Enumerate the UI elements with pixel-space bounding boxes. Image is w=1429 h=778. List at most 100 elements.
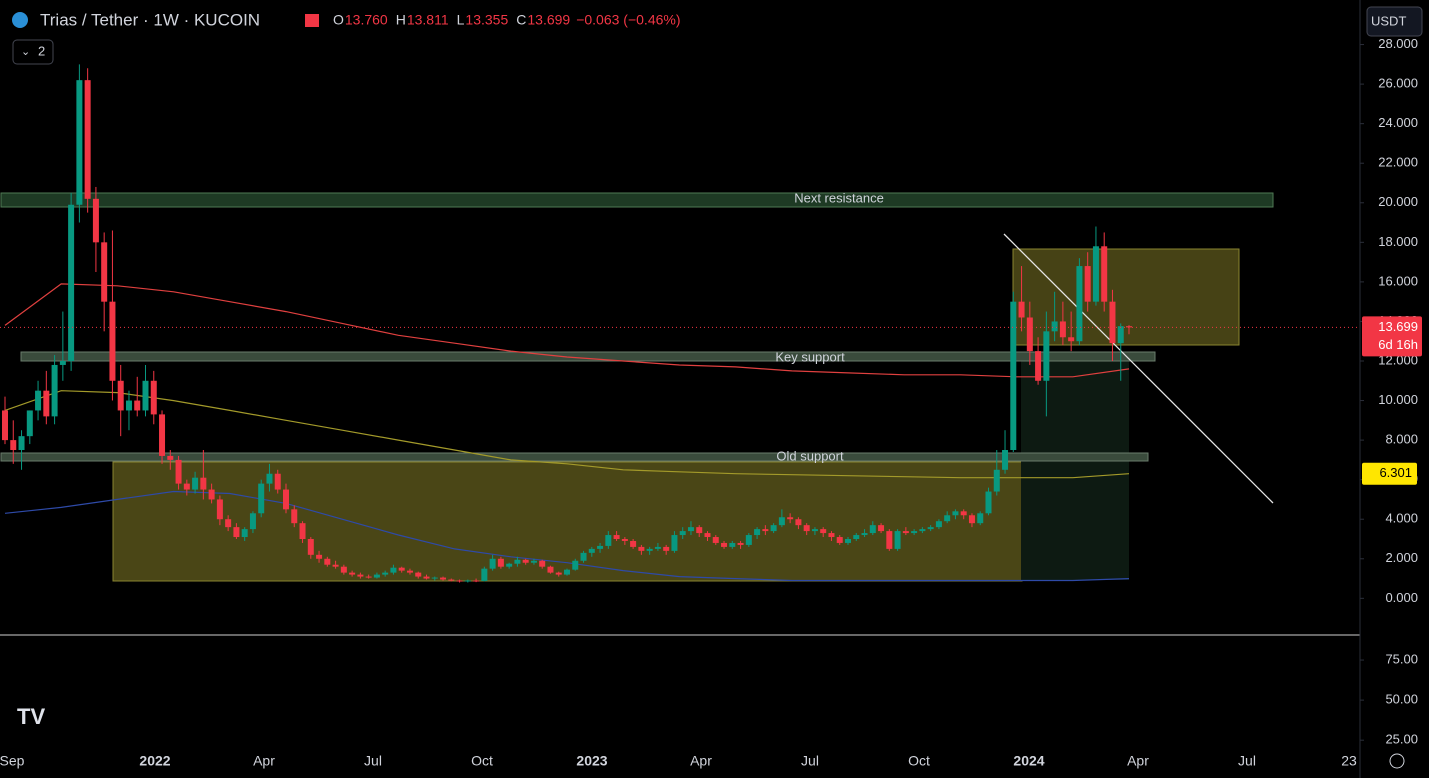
collapse-button[interactable] bbox=[12, 39, 54, 65]
settings-icon[interactable] bbox=[1389, 753, 1405, 769]
indicator-count[interactable]: 2 bbox=[38, 43, 45, 58]
candle-body bbox=[167, 455, 174, 460]
ma-label-box bbox=[1362, 462, 1417, 485]
candle-body bbox=[192, 477, 199, 490]
candle-body bbox=[572, 560, 579, 570]
candle-body bbox=[481, 568, 488, 581]
candle-body bbox=[283, 489, 289, 510]
candle-body bbox=[580, 552, 587, 561]
candle-body bbox=[2, 410, 8, 441]
symbol: Trias / Tether · 1W · KUCOIN bbox=[40, 10, 260, 29]
candle-body bbox=[1051, 321, 1058, 332]
candle-body bbox=[952, 511, 959, 516]
zone-box bbox=[112, 461, 1023, 582]
candle-body bbox=[836, 537, 843, 543]
annotation: Key support bbox=[775, 349, 845, 364]
candle-body bbox=[159, 414, 166, 456]
candle-body bbox=[1076, 266, 1083, 342]
candle-body bbox=[506, 563, 513, 567]
candle-body bbox=[200, 477, 207, 490]
candle-body bbox=[911, 531, 918, 534]
candle-body bbox=[679, 531, 686, 536]
y-tick-label: 16.000 bbox=[1378, 273, 1418, 288]
candle-body bbox=[423, 576, 430, 579]
candle-body bbox=[845, 539, 851, 543]
candle-body bbox=[787, 517, 794, 520]
candle-body bbox=[853, 535, 860, 539]
plot-area bbox=[0, 64, 1274, 583]
candle-body bbox=[687, 527, 694, 532]
candle-body bbox=[51, 364, 58, 417]
currency[interactable]: USDT bbox=[1371, 13, 1406, 28]
change: −0.063 (−0.46%) bbox=[576, 12, 680, 28]
x-tick-label: Oct bbox=[471, 753, 493, 769]
y-tick-label: 8.000 bbox=[1385, 432, 1418, 447]
candle-body bbox=[249, 513, 256, 530]
price-label: 13.699 bbox=[1378, 319, 1418, 334]
candle-body bbox=[406, 570, 413, 573]
ohlc: O 13.760 H 13.811 L 13.355 C 13.699 −0.063 (−0.4… bbox=[333, 12, 681, 28]
candle-body bbox=[530, 560, 537, 563]
candle-body bbox=[274, 473, 281, 490]
candle-body bbox=[1026, 317, 1033, 352]
candle-body bbox=[745, 535, 752, 545]
candle-body bbox=[1035, 351, 1042, 381]
candle-body bbox=[935, 521, 942, 528]
ohlc-value: 13.699 bbox=[527, 12, 570, 28]
candle-body bbox=[630, 540, 637, 547]
candle-body bbox=[59, 361, 66, 365]
candle-body bbox=[828, 533, 835, 538]
candle-body bbox=[1002, 450, 1009, 470]
candle-body bbox=[241, 529, 248, 538]
candle-body bbox=[968, 515, 975, 524]
annotation: Next resistance bbox=[794, 190, 884, 205]
ohlc-value: 13.760 bbox=[345, 12, 388, 28]
candle-body bbox=[762, 529, 769, 532]
candle-body bbox=[1018, 301, 1025, 318]
moving-average bbox=[4, 283, 1130, 378]
candle-body bbox=[555, 572, 562, 575]
candle-body bbox=[704, 533, 711, 538]
candle-body bbox=[316, 554, 323, 559]
x-tick-label: 2022 bbox=[139, 753, 170, 769]
candle-body bbox=[960, 511, 967, 516]
candle-body bbox=[76, 80, 83, 205]
candle-body bbox=[886, 531, 893, 549]
candle-body bbox=[10, 440, 17, 450]
candle-body bbox=[621, 539, 628, 541]
candle-body bbox=[150, 380, 157, 415]
candle-body bbox=[795, 519, 802, 526]
candle-body bbox=[225, 519, 232, 528]
candle-body bbox=[613, 535, 620, 539]
candle-body bbox=[1117, 326, 1124, 344]
x-tick-label: Apr bbox=[253, 753, 275, 769]
candle-body bbox=[35, 390, 42, 411]
candle-body bbox=[878, 525, 885, 532]
candle-body bbox=[26, 410, 33, 437]
candle-body bbox=[208, 489, 215, 500]
candle-body bbox=[663, 546, 670, 551]
candle-body bbox=[1010, 301, 1017, 450]
symbol-icon bbox=[12, 12, 28, 28]
y-tick-label: 50.00 bbox=[1385, 692, 1418, 707]
countdown: 6d 16h bbox=[1378, 337, 1418, 352]
candle-body bbox=[803, 525, 810, 532]
candle-body bbox=[993, 469, 1000, 492]
candle-body bbox=[985, 491, 992, 514]
candle-body bbox=[183, 483, 190, 490]
candle-body bbox=[944, 515, 951, 522]
candle-body bbox=[299, 523, 306, 539]
candle-body bbox=[729, 542, 736, 547]
x-tick-label: Jul bbox=[1238, 753, 1256, 769]
candle-body bbox=[175, 459, 182, 484]
chevron: ⌄ bbox=[21, 46, 30, 58]
zone-box bbox=[1012, 248, 1240, 346]
candle-body bbox=[1084, 266, 1091, 302]
x-tick-label: Apr bbox=[690, 753, 712, 769]
y-tick-label: 22.000 bbox=[1378, 155, 1418, 170]
x-tick-label: Jul bbox=[801, 753, 819, 769]
candle-body bbox=[43, 390, 50, 417]
currency-button[interactable] bbox=[1366, 6, 1423, 37]
y-tick-label: 2.000 bbox=[1385, 550, 1418, 565]
